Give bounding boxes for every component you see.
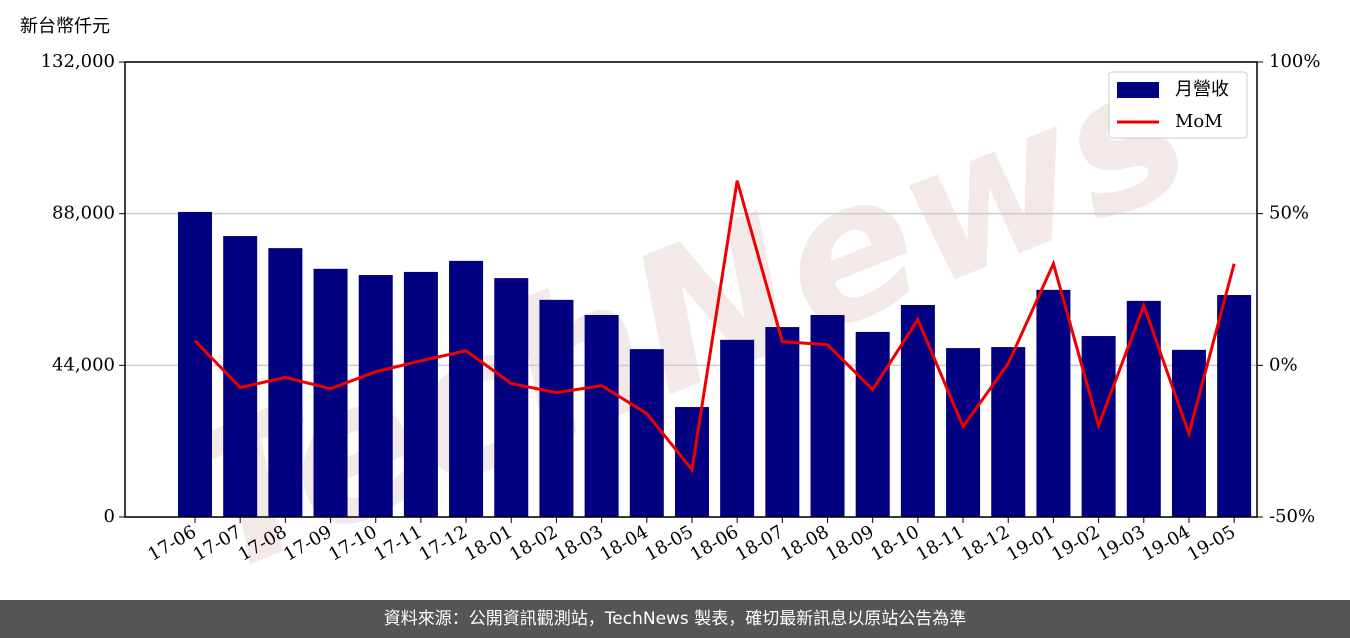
y2-tick-label: -50% [1269, 506, 1315, 527]
x-tick-label: 18-09 [822, 521, 877, 565]
x-tick-label: 18-11 [913, 521, 968, 565]
bar [494, 278, 529, 517]
bar [720, 339, 755, 517]
bar [991, 347, 1026, 517]
x-tick-label: 18-01 [461, 521, 516, 565]
line [193, 180, 1236, 474]
bar [765, 327, 800, 517]
chart: 新台幣仟元 TechNews 044,00088,000132,000-50%0… [20, 16, 1320, 600]
bar [403, 271, 438, 517]
x-tick-label: 19-04 [1139, 521, 1194, 565]
x-tick-label: 18-02 [506, 521, 561, 565]
bar [900, 305, 935, 517]
x-tick-label: 18-08 [777, 521, 832, 565]
x-tick-label: 17-06 [145, 521, 200, 565]
footer: 資料來源：公開資訊觀測站，TechNews 製表，確切最新訊息以原站公告為準 [0, 600, 1350, 638]
bar [629, 349, 664, 517]
x-tick-label: 18-05 [642, 521, 697, 565]
bar [1036, 289, 1071, 517]
y2-tick-label: 0% [1269, 354, 1298, 375]
plot-frame [124, 61, 1258, 518]
bar [855, 331, 890, 517]
x-tick-label: 19-02 [1048, 521, 1103, 565]
bar [358, 275, 393, 517]
bar [178, 211, 212, 517]
bar [946, 348, 981, 517]
x-tick-label: 19-03 [1093, 521, 1148, 565]
x-tick-label: 18-06 [687, 521, 742, 565]
legend-label: 月營收 [1175, 79, 1229, 100]
y-tick-label: 0 [104, 506, 115, 527]
x-tick-label: 18-10 [867, 521, 922, 565]
y-tick-label: 132,000 [41, 51, 115, 72]
x-tick-label: 18-12 [958, 521, 1013, 565]
legend-swatch [1117, 82, 1159, 98]
x-tick-label: 18-07 [732, 521, 787, 565]
x-tick-label: 19-05 [1184, 521, 1239, 565]
y-axis-label: 新台幣仟元 [20, 16, 110, 37]
y2-tick-label: 100% [1269, 51, 1320, 72]
bar [449, 260, 484, 517]
y2-tick-label: 50% [1269, 203, 1309, 224]
y-tick-label: 88,000 [52, 203, 115, 224]
legend-label: MoM [1175, 111, 1223, 132]
x-tick-label: 18-03 [551, 521, 606, 565]
bar [268, 248, 303, 518]
bar [539, 299, 574, 517]
bar [1217, 295, 1252, 517]
x-tick-label: 19-01 [1003, 521, 1058, 565]
x-tick-label: 18-04 [596, 521, 651, 565]
bar [584, 315, 619, 517]
bar [810, 315, 845, 517]
bar [313, 268, 348, 517]
y-tick-label: 44,000 [52, 354, 115, 375]
